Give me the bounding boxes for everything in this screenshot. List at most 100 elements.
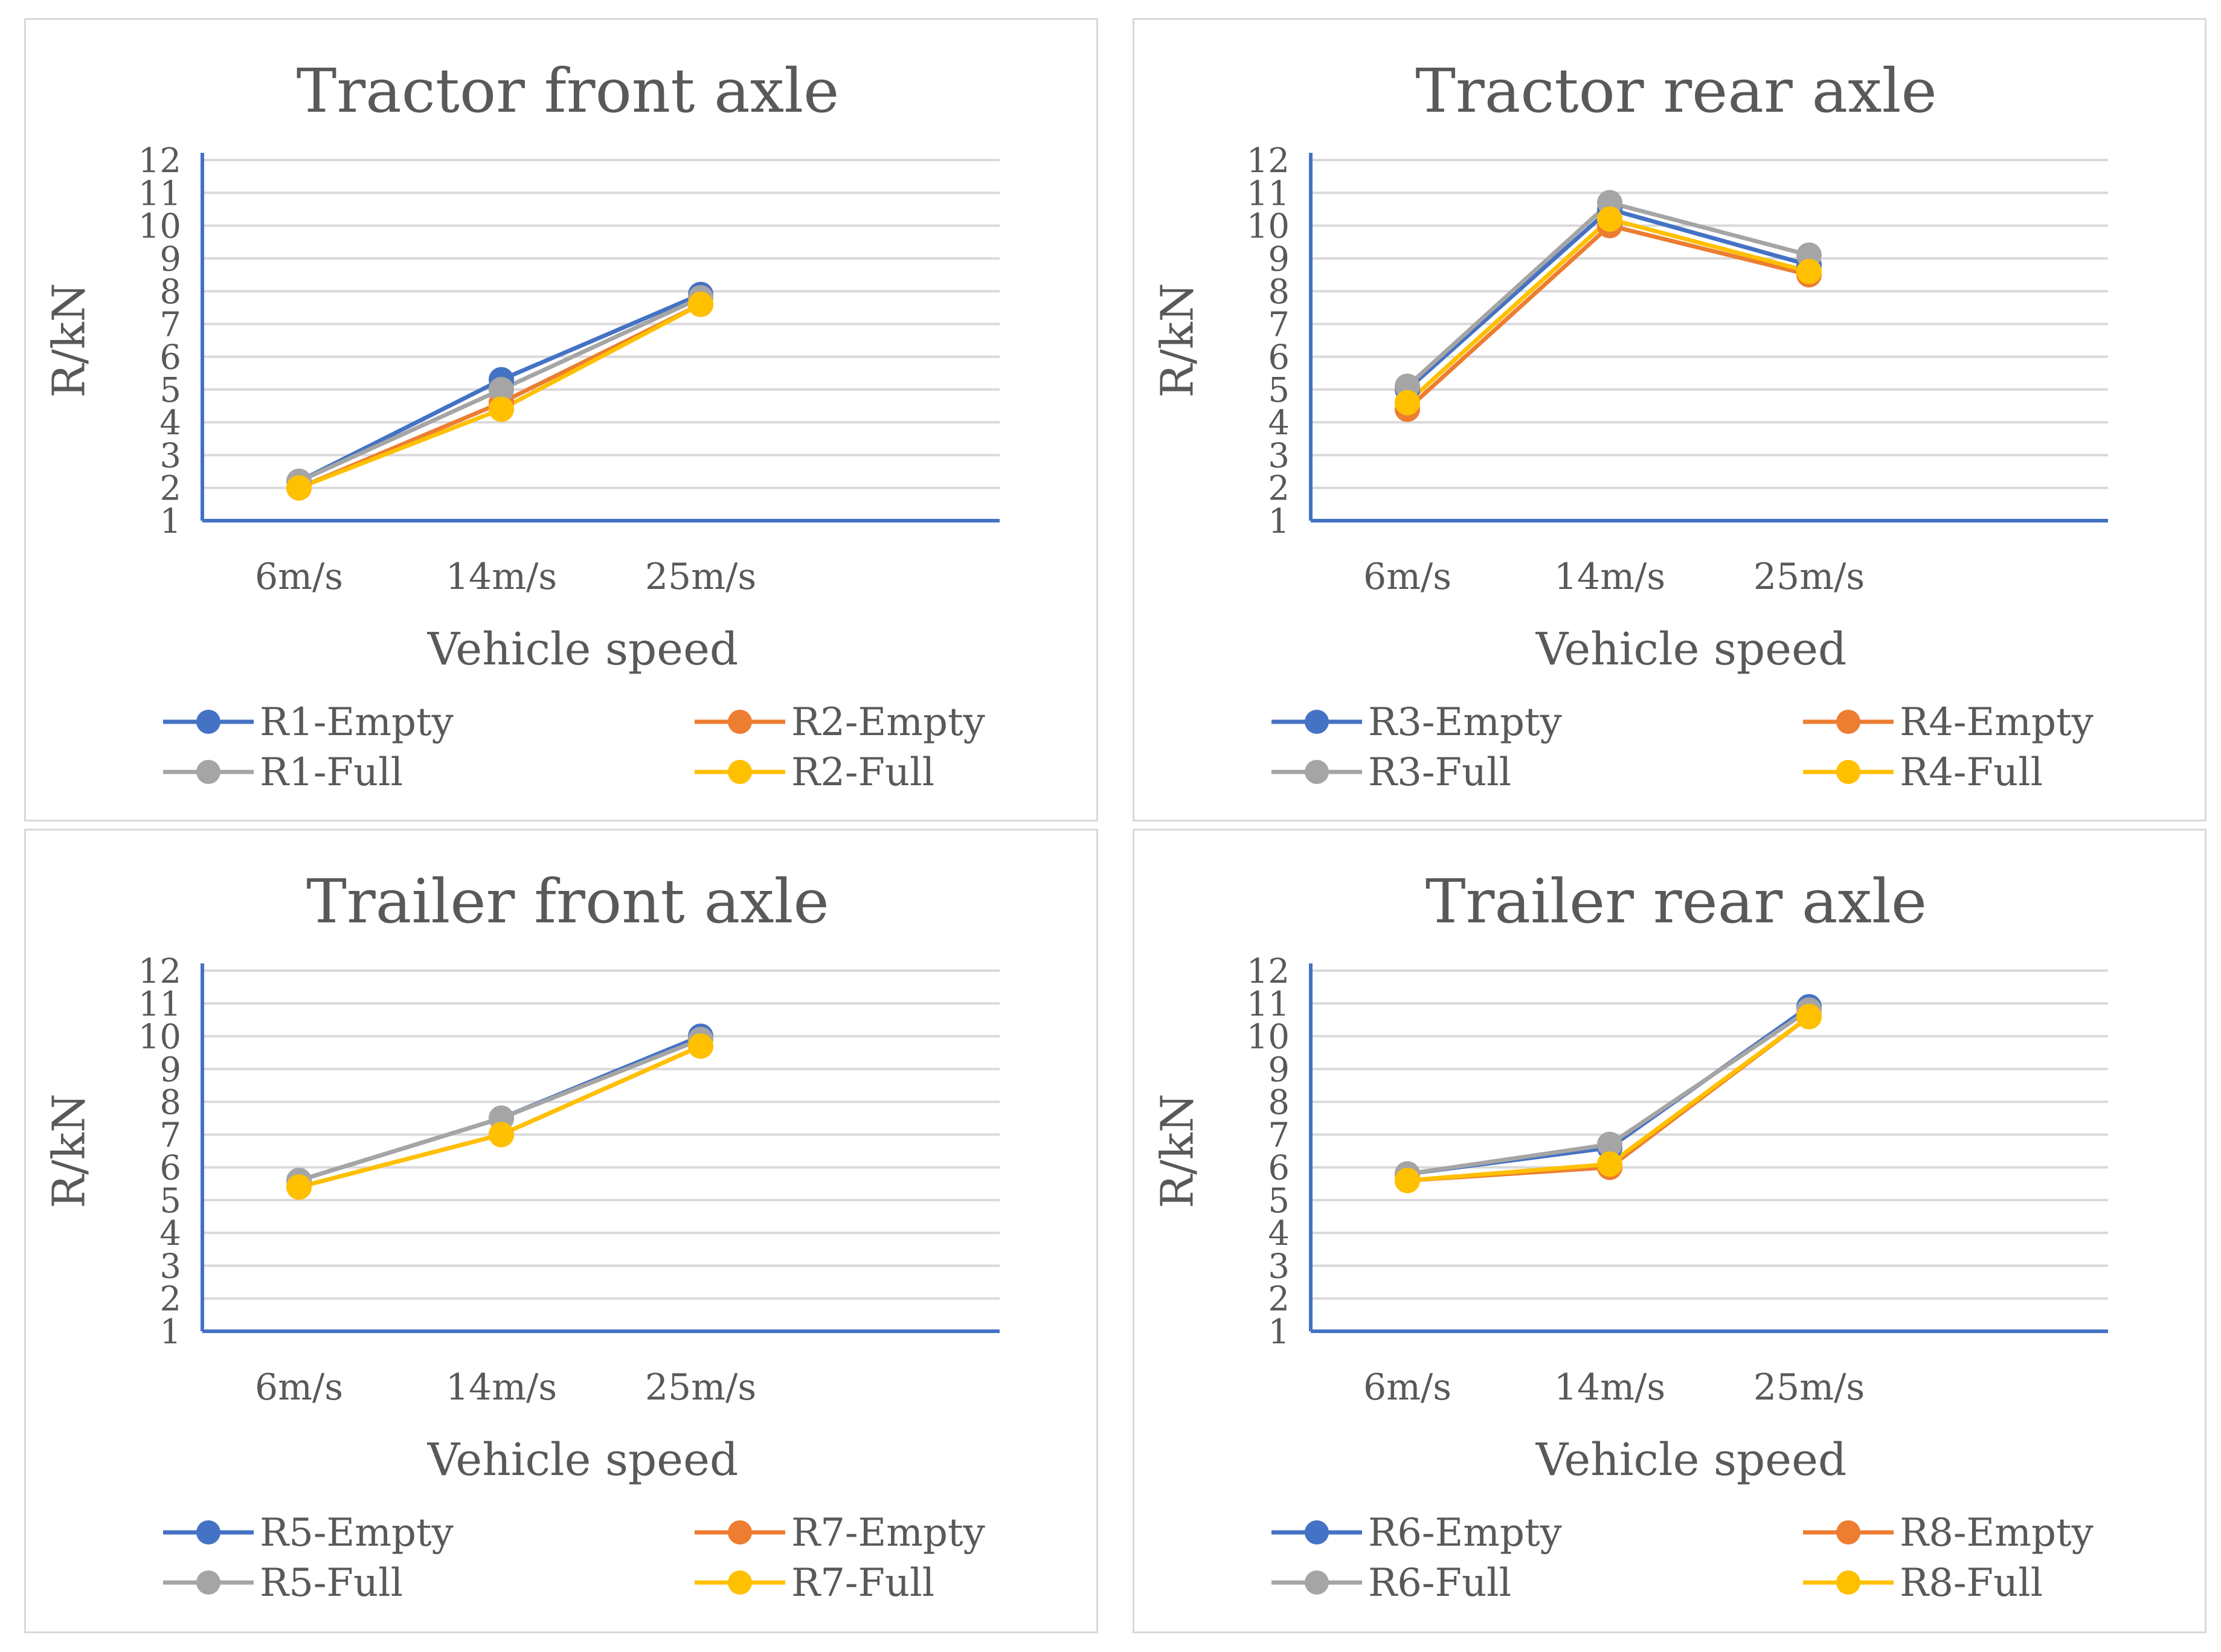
y-tick-label: 10 <box>1247 1018 1290 1057</box>
y-tick-label: 3 <box>159 1247 181 1286</box>
legend-item: R5-Empty <box>163 1511 454 1555</box>
legend-label: R2-Full <box>791 750 934 795</box>
legend-marker <box>1305 710 1329 734</box>
data-point <box>688 1033 713 1059</box>
legend-marker <box>728 760 752 784</box>
x-tick-label: 6m/s <box>255 556 343 598</box>
y-tick-label: 9 <box>1268 1050 1290 1090</box>
data-point <box>286 475 312 501</box>
legend-label: R3-Empty <box>1368 700 1562 745</box>
legend-item: R1-Empty <box>163 700 454 745</box>
x-tick-label: 25m/s <box>645 1366 756 1409</box>
legend-marker <box>196 760 220 784</box>
x-tick-label: 6m/s <box>1363 556 1451 598</box>
y-tick-label: 6 <box>159 338 181 378</box>
y-tick-label: 12 <box>1247 141 1290 181</box>
x-tick-label: 14m/s <box>446 556 557 598</box>
y-tick-label: 7 <box>159 305 181 344</box>
y-tick-label: 11 <box>1247 174 1290 213</box>
y-tick-label: 2 <box>1268 469 1290 509</box>
y-tick-label: 6 <box>1268 338 1290 378</box>
legend-label: R6-Empty <box>1368 1511 1562 1555</box>
legend-item: R1-Full <box>163 750 403 795</box>
legend-label: R7-Empty <box>791 1511 985 1555</box>
y-tick-label: 9 <box>159 240 181 279</box>
y-tick-label: 8 <box>1268 272 1290 312</box>
y-tick-label: 9 <box>1268 240 1290 279</box>
chart-title: Trailer rear axle <box>1425 866 1927 937</box>
y-tick-label: 3 <box>1268 436 1290 475</box>
y-tick-label: 12 <box>138 952 181 991</box>
y-axis-title: R/kN <box>1151 283 1203 397</box>
legend-item: R3-Empty <box>1271 700 1562 745</box>
legend-label: R3-Full <box>1368 750 1511 795</box>
x-tick-label: 6m/s <box>255 1366 343 1409</box>
legend-item: R2-Full <box>695 750 934 795</box>
y-tick-label: 5 <box>159 1181 181 1221</box>
legend-item: R8-Empty <box>1803 1511 2094 1555</box>
legend-label: R1-Empty <box>260 700 454 745</box>
x-axis-title: Vehicle speed <box>427 1434 739 1486</box>
legend-marker <box>728 1520 752 1544</box>
legend-label: R2-Empty <box>791 700 985 745</box>
data-point <box>1796 1003 1822 1029</box>
y-axis-title: R/kN <box>1151 1093 1203 1208</box>
legend-item: R4-Empty <box>1803 700 2094 745</box>
legend-marker <box>196 710 220 734</box>
x-tick-label: 14m/s <box>446 1366 557 1409</box>
data-point <box>1395 1168 1420 1194</box>
x-tick-label: 25m/s <box>1753 1366 1865 1409</box>
legend-marker <box>196 1570 220 1595</box>
y-tick-label: 12 <box>138 141 181 181</box>
chart-title: Tractor front axle <box>297 56 840 126</box>
data-point <box>489 396 514 422</box>
data-point <box>489 1122 514 1148</box>
legend-label: R4-Full <box>1900 750 2043 795</box>
legend-marker <box>1836 760 1860 784</box>
y-tick-label: 10 <box>138 207 181 246</box>
y-tick-label: 8 <box>159 1083 181 1122</box>
legend-marker <box>728 1570 752 1595</box>
y-tick-label: 1 <box>1268 502 1290 541</box>
y-tick-label: 3 <box>159 436 181 475</box>
legend-marker <box>1305 1520 1329 1544</box>
y-tick-label: 4 <box>159 403 181 443</box>
y-tick-label: 12 <box>1247 952 1290 991</box>
y-tick-label: 11 <box>138 985 181 1024</box>
y-tick-label: 8 <box>159 272 181 312</box>
legend-item: R6-Full <box>1271 1561 1511 1605</box>
chart-title: Tractor rear axle <box>1415 56 1937 126</box>
y-tick-label: 4 <box>1268 403 1290 443</box>
legend-label: R1-Full <box>260 750 403 795</box>
y-tick-label: 10 <box>138 1018 181 1057</box>
data-point <box>688 291 713 317</box>
legend-label: R5-Empty <box>260 1511 454 1555</box>
y-axis-title: R/kN <box>43 1093 95 1208</box>
y-tick-label: 6 <box>159 1149 181 1188</box>
legend-item: R6-Empty <box>1271 1511 1562 1555</box>
data-point <box>1395 390 1420 416</box>
y-tick-label: 1 <box>159 1313 181 1352</box>
legend-marker <box>1836 710 1860 734</box>
y-tick-label: 8 <box>1268 1083 1290 1122</box>
data-point <box>1796 259 1822 284</box>
y-tick-label: 2 <box>159 1280 181 1319</box>
legend-item: R5-Full <box>163 1561 403 1605</box>
legend-item: R4-Full <box>1803 750 2043 795</box>
x-tick-label: 6m/s <box>1363 1366 1451 1409</box>
legend-item: R3-Full <box>1271 750 1511 795</box>
legend-label: R4-Empty <box>1900 700 2094 745</box>
x-tick-label: 14m/s <box>1554 1366 1665 1409</box>
legend-item: R7-Full <box>695 1561 934 1605</box>
y-tick-label: 7 <box>1268 1116 1290 1155</box>
legend-marker <box>196 1520 220 1544</box>
legend-label: R8-Full <box>1900 1561 2043 1605</box>
y-tick-label: 6 <box>1268 1149 1290 1188</box>
y-tick-label: 5 <box>1268 1181 1290 1221</box>
y-tick-label: 4 <box>1268 1214 1290 1253</box>
x-tick-label: 25m/s <box>1753 556 1865 598</box>
y-tick-label: 1 <box>1268 1313 1290 1352</box>
x-tick-label: 25m/s <box>645 556 756 598</box>
